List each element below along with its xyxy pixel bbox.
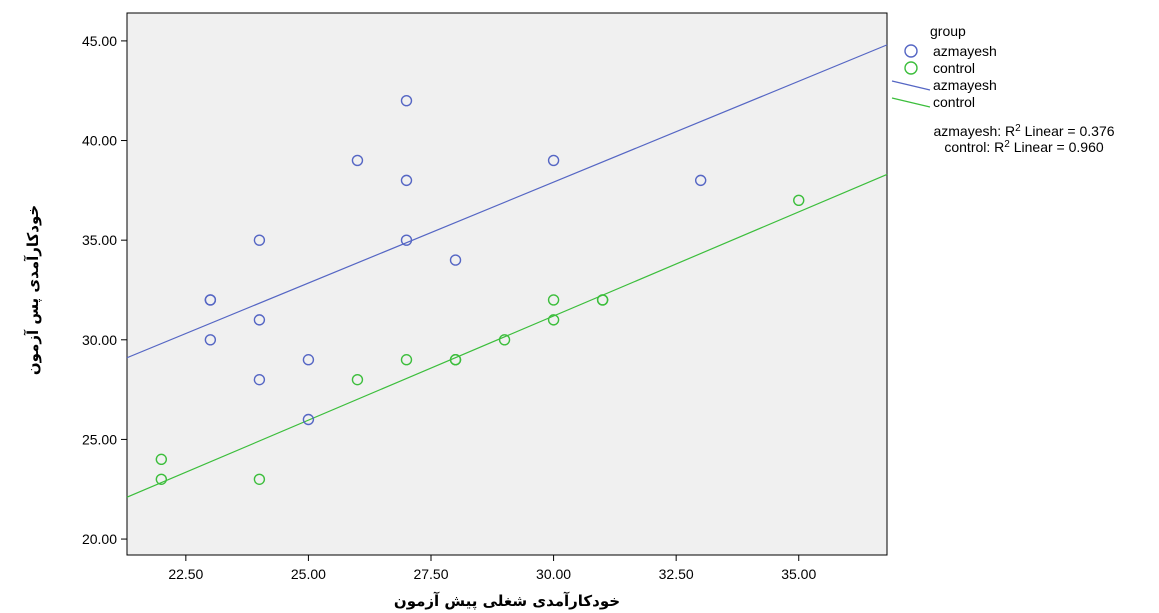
point-azmayesh — [694, 174, 707, 187]
y-axis: 20.00 25.00 30.00 35.00 40.00 45.00 — [82, 33, 127, 547]
r-squared-annotation: control: R2 Linear = 0.960 — [944, 139, 1103, 155]
legend-title: group — [930, 23, 966, 39]
point-azmayesh — [253, 234, 266, 246]
point-azmayesh — [351, 154, 364, 167]
x-tick-label: 30.00 — [536, 566, 571, 582]
r-squared-annotation: azmayesh: R2 Linear = 0.376 — [933, 123, 1114, 139]
point-control — [498, 334, 511, 346]
point-azmayesh — [253, 373, 266, 386]
x-tick-label: 32.50 — [659, 566, 694, 582]
x-axis: 22.50 25.00 27.50 30.00 32.50 35.00 — [168, 555, 816, 582]
y-tick-label: 25.00 — [82, 431, 117, 447]
annotation-suffix: Linear = 0.960 — [1010, 139, 1104, 155]
annotation-suffix: Linear = 0.376 — [1021, 123, 1115, 139]
point-control — [400, 354, 413, 366]
legend-line-control — [891, 97, 931, 108]
y-tick-label: 40.00 — [82, 133, 117, 149]
point-control — [155, 453, 168, 466]
y-tick-label: 35.00 — [82, 232, 117, 248]
legend-label: azmayesh — [933, 43, 997, 59]
point-control — [547, 314, 560, 326]
point-azmayesh — [547, 154, 560, 167]
point-control — [596, 294, 609, 306]
annotation-sup: 2 — [1015, 123, 1021, 134]
point-control — [351, 373, 364, 386]
y-tick-label: 45.00 — [82, 33, 117, 49]
point-azmayesh — [400, 234, 413, 246]
point-azmayesh — [449, 254, 462, 266]
point-azmayesh — [302, 354, 315, 366]
y-tick-label: 20.00 — [82, 531, 117, 547]
fit-line-azmayesh — [126, 44, 888, 359]
x-axis-title: خودکارآمدی شغلی پیش آزمون — [394, 592, 620, 611]
legend-label: control — [933, 60, 975, 76]
y-tick-label: 30.00 — [82, 332, 117, 348]
y-axis-title: خودکارآمدی پس آزمون — [24, 205, 43, 375]
legend-label: azmayesh — [933, 77, 997, 93]
x-tick-label: 35.00 — [781, 566, 816, 582]
annotation-sup: 2 — [1004, 139, 1010, 150]
plot-area — [126, 12, 888, 556]
point-azmayesh — [253, 314, 266, 326]
point-control — [253, 473, 266, 485]
point-azmayesh — [204, 294, 217, 306]
x-tick-label: 22.50 — [168, 566, 203, 582]
annotation-text: azmayesh: R — [933, 123, 1015, 139]
legend-marker-control — [904, 61, 918, 75]
point-azmayesh — [302, 413, 315, 426]
legend-line-azmayesh — [891, 80, 931, 91]
point-control — [547, 294, 560, 306]
data-points — [155, 94, 805, 485]
point-control — [449, 354, 462, 366]
point-azmayesh — [400, 174, 413, 187]
legend-label: control — [933, 94, 975, 110]
point-control — [793, 194, 805, 207]
point-control — [155, 473, 168, 485]
x-tick-label: 25.00 — [291, 566, 326, 582]
x-tick-label: 27.50 — [413, 566, 448, 582]
point-azmayesh — [204, 334, 217, 346]
legend-marker-azmayesh — [904, 44, 918, 58]
annotation-text: control: R — [944, 139, 1004, 155]
point-azmayesh — [400, 94, 413, 107]
